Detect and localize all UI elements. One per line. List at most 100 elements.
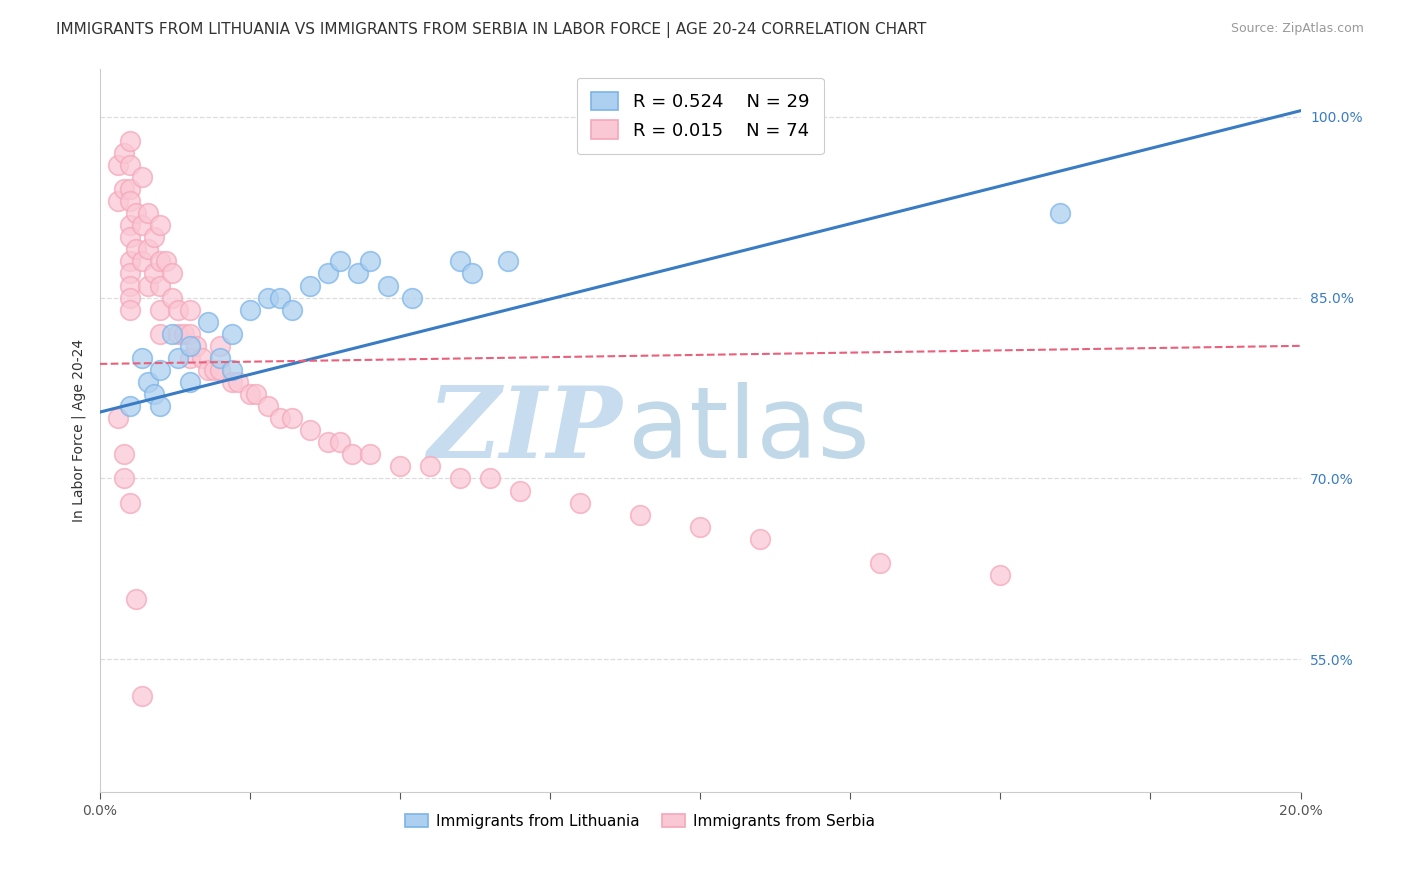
Point bbox=[221, 326, 243, 341]
Point bbox=[202, 363, 225, 377]
Point bbox=[190, 351, 212, 365]
Point bbox=[173, 326, 195, 341]
Point bbox=[112, 182, 135, 196]
Point bbox=[118, 254, 141, 268]
Point bbox=[107, 158, 129, 172]
Point bbox=[316, 267, 339, 281]
Point bbox=[149, 254, 172, 268]
Point bbox=[118, 182, 141, 196]
Point bbox=[166, 302, 188, 317]
Point bbox=[377, 278, 399, 293]
Point bbox=[118, 158, 141, 172]
Point bbox=[160, 291, 183, 305]
Text: ZIP: ZIP bbox=[427, 382, 621, 478]
Point bbox=[419, 459, 441, 474]
Point bbox=[107, 411, 129, 425]
Point bbox=[124, 243, 146, 257]
Point bbox=[256, 291, 278, 305]
Point bbox=[136, 278, 159, 293]
Point bbox=[478, 471, 501, 485]
Text: IMMIGRANTS FROM LITHUANIA VS IMMIGRANTS FROM SERBIA IN LABOR FORCE | AGE 20-24 C: IMMIGRANTS FROM LITHUANIA VS IMMIGRANTS … bbox=[56, 22, 927, 38]
Point bbox=[569, 495, 592, 509]
Point bbox=[221, 363, 243, 377]
Point bbox=[329, 254, 352, 268]
Point bbox=[298, 278, 321, 293]
Point bbox=[179, 302, 201, 317]
Point bbox=[179, 326, 201, 341]
Point bbox=[136, 243, 159, 257]
Point bbox=[340, 447, 363, 461]
Point bbox=[316, 435, 339, 450]
Point bbox=[509, 483, 531, 498]
Point bbox=[1049, 206, 1071, 220]
Point bbox=[197, 315, 219, 329]
Point bbox=[449, 254, 471, 268]
Point bbox=[118, 291, 141, 305]
Point bbox=[136, 375, 159, 389]
Point bbox=[359, 447, 381, 461]
Point bbox=[461, 267, 484, 281]
Point bbox=[118, 302, 141, 317]
Text: atlas: atlas bbox=[628, 382, 870, 479]
Point bbox=[124, 592, 146, 607]
Point bbox=[118, 194, 141, 209]
Point bbox=[142, 267, 165, 281]
Point bbox=[124, 206, 146, 220]
Point bbox=[208, 351, 231, 365]
Point bbox=[689, 519, 711, 533]
Point bbox=[166, 326, 188, 341]
Point bbox=[628, 508, 651, 522]
Point bbox=[449, 471, 471, 485]
Legend: Immigrants from Lithuania, Immigrants from Serbia: Immigrants from Lithuania, Immigrants fr… bbox=[399, 807, 882, 835]
Point bbox=[107, 194, 129, 209]
Point bbox=[118, 219, 141, 233]
Text: Source: ZipAtlas.com: Source: ZipAtlas.com bbox=[1230, 22, 1364, 36]
Point bbox=[346, 267, 368, 281]
Point bbox=[329, 435, 352, 450]
Point bbox=[226, 375, 249, 389]
Point bbox=[184, 339, 207, 353]
Point bbox=[869, 556, 891, 570]
Point bbox=[401, 291, 423, 305]
Point bbox=[131, 689, 153, 703]
Point bbox=[197, 363, 219, 377]
Point bbox=[239, 387, 262, 401]
Point bbox=[749, 532, 772, 546]
Point bbox=[112, 471, 135, 485]
Point bbox=[149, 302, 172, 317]
Point bbox=[112, 447, 135, 461]
Point bbox=[269, 291, 291, 305]
Point bbox=[149, 326, 172, 341]
Point bbox=[298, 423, 321, 437]
Point bbox=[160, 267, 183, 281]
Point bbox=[496, 254, 519, 268]
Point bbox=[131, 219, 153, 233]
Point bbox=[281, 411, 304, 425]
Point bbox=[149, 363, 172, 377]
Point bbox=[221, 375, 243, 389]
Point bbox=[179, 351, 201, 365]
Point bbox=[239, 302, 262, 317]
Point bbox=[149, 399, 172, 413]
Point bbox=[118, 230, 141, 244]
Point bbox=[142, 387, 165, 401]
Point bbox=[179, 339, 201, 353]
Point bbox=[208, 339, 231, 353]
Point bbox=[281, 302, 304, 317]
Point bbox=[388, 459, 411, 474]
Point bbox=[142, 230, 165, 244]
Point bbox=[149, 219, 172, 233]
Point bbox=[131, 351, 153, 365]
Point bbox=[136, 206, 159, 220]
Point bbox=[149, 278, 172, 293]
Point bbox=[179, 375, 201, 389]
Point bbox=[155, 254, 177, 268]
Y-axis label: In Labor Force | Age 20-24: In Labor Force | Age 20-24 bbox=[72, 339, 86, 522]
Point bbox=[208, 363, 231, 377]
Point bbox=[160, 326, 183, 341]
Point bbox=[118, 267, 141, 281]
Point bbox=[359, 254, 381, 268]
Point bbox=[245, 387, 267, 401]
Point bbox=[131, 169, 153, 184]
Point bbox=[118, 278, 141, 293]
